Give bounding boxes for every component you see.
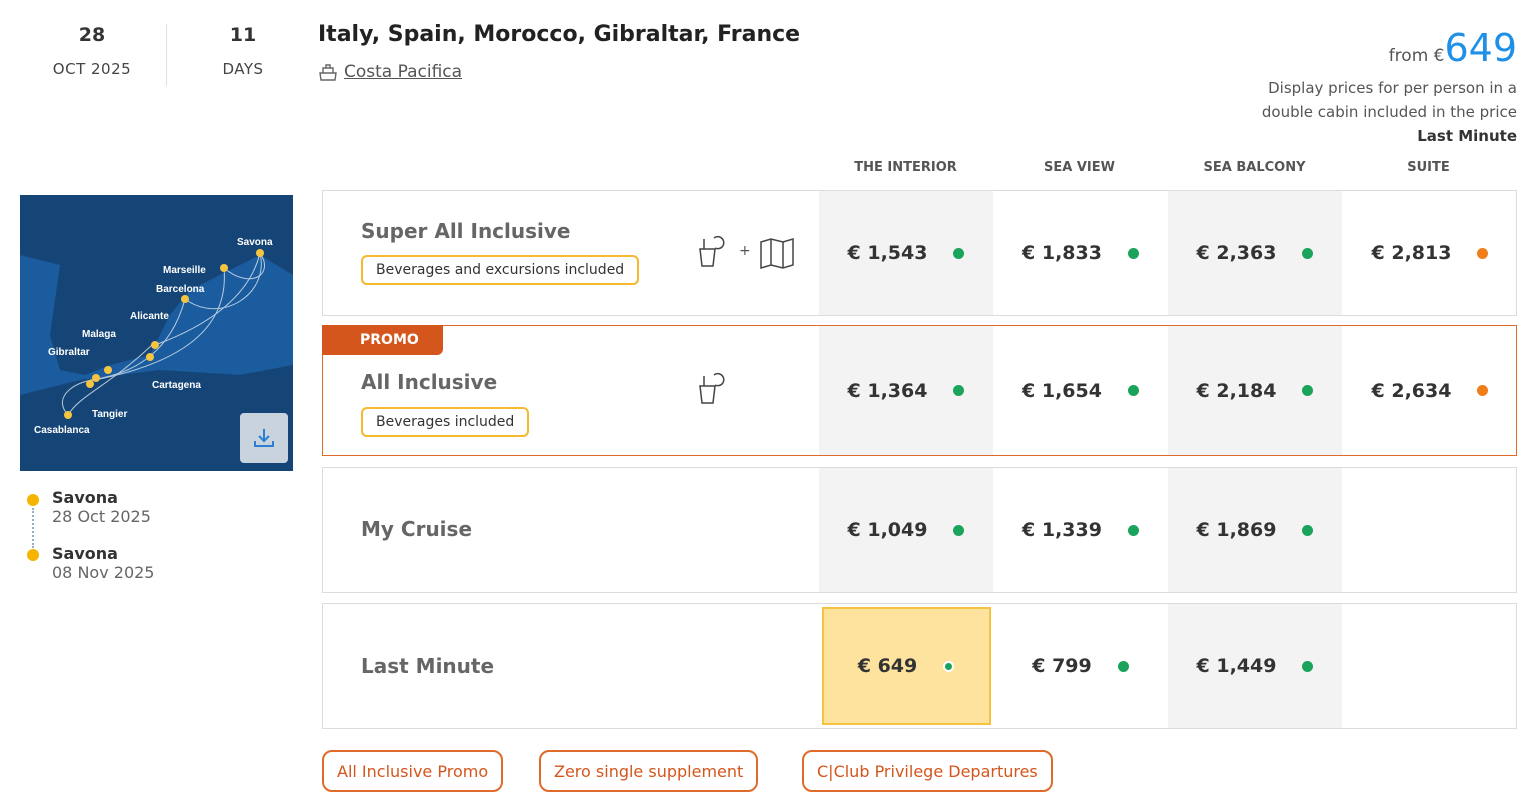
download-icon (254, 429, 274, 447)
price-cell[interactable]: € 2,634 (1342, 326, 1518, 455)
availability-dot (953, 385, 965, 396)
price-value: € 1,364 (847, 379, 928, 402)
price-value: € 2,184 (1196, 379, 1277, 402)
price-cell[interactable]: € 1,049 (819, 468, 993, 592)
availability-dot (943, 660, 955, 672)
fare-row-all-inclusive: € 2,634 € 2,184 € 1,654 € 1,364 PROMO All I… (322, 325, 1517, 456)
availability-dot (1302, 660, 1314, 672)
price-cell[interactable]: € 1,654 (993, 326, 1168, 455)
availability-dot (953, 247, 965, 259)
column-header: SUITE (1407, 160, 1450, 175)
price-cell[interactable]: € 2,184 (1168, 326, 1342, 455)
svg-text:Casablanca: Casablanca (34, 425, 90, 436)
departure-date: 28 OCT 2025 (52, 24, 132, 78)
availability-dot (1127, 247, 1139, 259)
map-label: Savona (237, 237, 273, 248)
price-value: € 1,339 (1022, 519, 1102, 541)
fare-tag: Beverages and excursions included (361, 255, 640, 285)
ship-icon (319, 64, 337, 81)
availability-dot (953, 524, 965, 536)
availability-dot (1477, 247, 1489, 259)
fare-tag: Beverages included (361, 407, 530, 437)
price-value: € 1,833 (1022, 242, 1102, 264)
duration: 11 DAYS (222, 24, 264, 78)
availability-dot (1477, 385, 1489, 396)
availability-dot (1127, 385, 1139, 396)
price-cell[interactable]: € 1,543 (819, 191, 993, 315)
price-value: € 799 (1032, 655, 1092, 677)
promo-badge: PROMO (322, 325, 443, 355)
cruise-title: Italy, Spain, Morocco, Gibraltar, France (318, 22, 801, 47)
promo-link[interactable]: C|Club Privilege Departures (802, 750, 1053, 792)
promo-link[interactable]: Zero single supplement (539, 750, 759, 792)
price-value: € 2,813 (1371, 242, 1452, 264)
price-value: € 2,634 (1371, 379, 1452, 402)
column-header: SEA BALCONY (1203, 160, 1306, 175)
price-value: € 649 (857, 655, 918, 677)
price-cell[interactable]: € 649 (819, 604, 993, 728)
availability-dot (1117, 660, 1129, 672)
price-cell[interactable]: € 2,363 (1168, 191, 1342, 315)
svg-text:Cartagena: Cartagena (152, 380, 201, 391)
price-cell[interactable]: € 799 (993, 604, 1168, 728)
map-icon (760, 237, 794, 269)
price-cell[interactable]: € 1,833 (993, 191, 1168, 315)
price-cell[interactable]: € 1,339 (993, 468, 1168, 592)
price-cell[interactable]: € 2,813 (1342, 191, 1518, 315)
fare-row-last-minute: € 1,449 € 799 € 649 Last Minute (322, 603, 1517, 729)
price-value: € 1,543 (847, 242, 928, 264)
column-header: THE INTERIOR (854, 160, 957, 175)
price-cell (1342, 468, 1518, 592)
drinks-icon (699, 235, 725, 267)
divider (166, 24, 167, 86)
itinerary-stop: Savona 08 Nov 2025 (52, 544, 155, 582)
price-value: € 1,049 (847, 519, 928, 541)
svg-text:Alicante: Alicante (130, 311, 169, 322)
price-note: Display prices for per person in a doubl… (1261, 79, 1517, 145)
ship: Costa Pacifica (318, 62, 462, 82)
price-value: € 1,449 (1196, 655, 1277, 677)
availability-dot (1302, 247, 1314, 259)
price-cell[interactable]: € 1,364 (819, 326, 993, 455)
svg-text:Marseille: Marseille (163, 265, 206, 276)
itinerary-map[interactable]: Savona Marseille Barcelona Alicante Mala… (20, 195, 293, 471)
availability-dot (1302, 524, 1314, 536)
from-price: from €649 (1388, 26, 1517, 70)
svg-text:Barcelona: Barcelona (156, 284, 205, 295)
ship-link[interactable]: Costa Pacifica (344, 62, 463, 82)
promo-link[interactable]: All Inclusive Promo (322, 750, 504, 792)
fare-row-my-cruise: € 1,869 € 1,339 € 1,049 My Cruise (322, 467, 1517, 593)
column-header: SEA VIEW (1044, 160, 1115, 175)
price-value: € 1,869 (1196, 519, 1277, 541)
price-value: € 1,654 (1022, 379, 1102, 402)
availability-dot (1127, 524, 1139, 536)
price-value: € 2,363 (1196, 242, 1277, 264)
svg-text:Malaga: Malaga (82, 329, 116, 340)
drinks-icon (699, 372, 725, 404)
itinerary-dot (27, 549, 39, 561)
selected-price-highlight (822, 607, 991, 725)
price-cell (1342, 604, 1518, 728)
price-cell[interactable]: € 1,449 (1168, 604, 1342, 728)
svg-text:Tangier: Tangier (92, 409, 127, 420)
svg-text:Gibraltar: Gibraltar (48, 347, 90, 358)
download-map-button[interactable] (240, 413, 288, 463)
itinerary-line (32, 508, 34, 548)
itinerary-dot (27, 494, 39, 506)
availability-dot (1302, 385, 1314, 396)
fare-row-super-all-inclusive: € 2,813 € 2,363 € 1,833 € 1,543 Super All I… (322, 190, 1517, 316)
price-cell[interactable]: € 1,869 (1168, 468, 1342, 592)
itinerary-stop: Savona 28 Oct 2025 (52, 488, 151, 526)
